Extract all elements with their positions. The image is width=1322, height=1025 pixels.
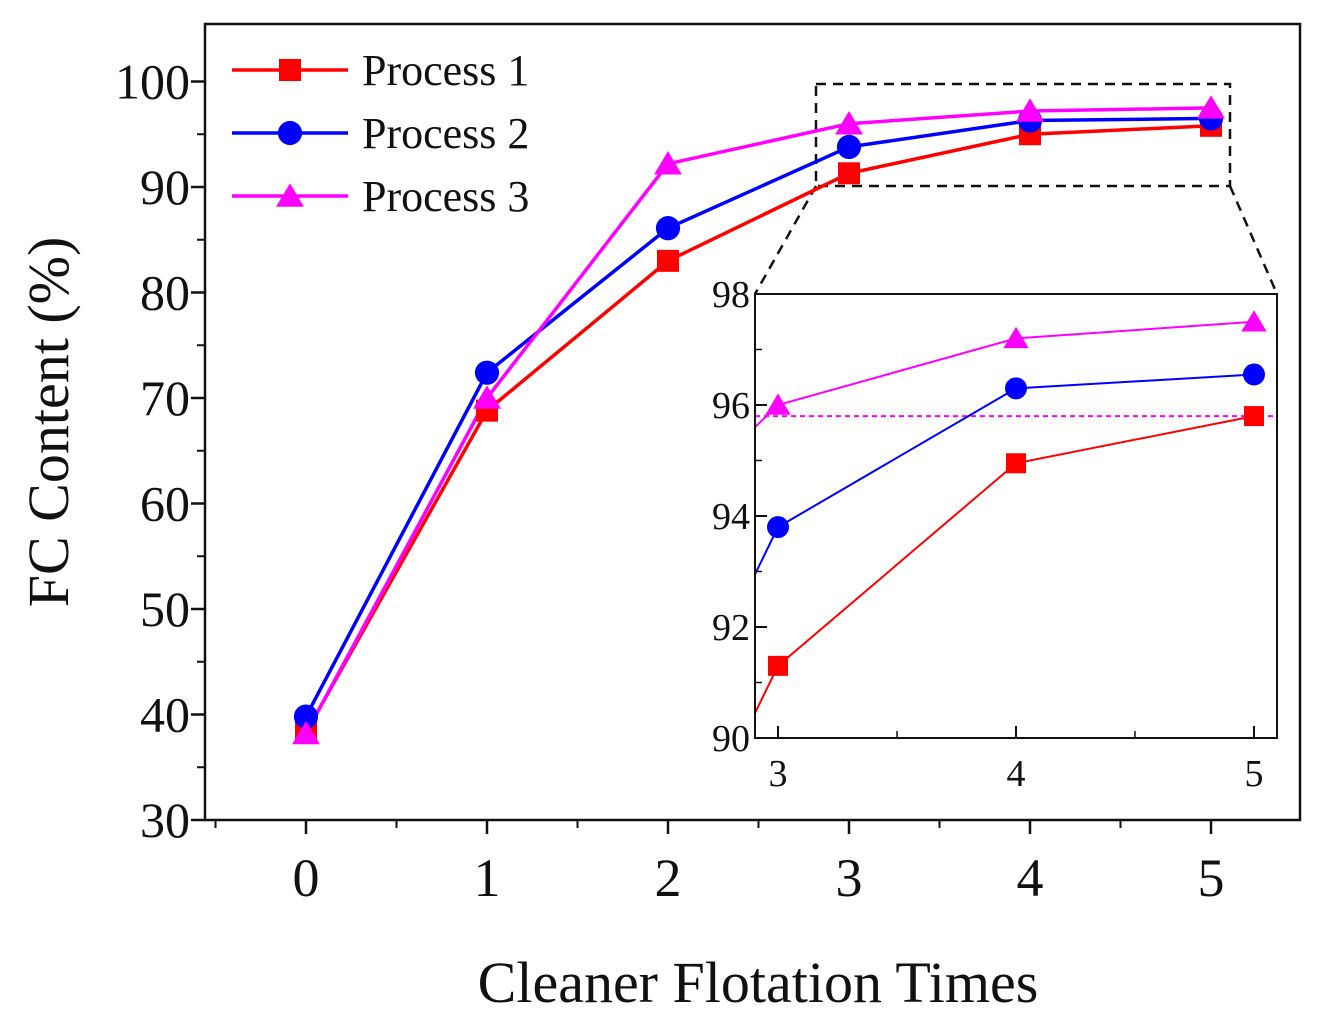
legend: Process 1 Process 2 Process 3 bbox=[232, 46, 529, 221]
inset-series-3-point bbox=[1003, 326, 1029, 349]
series-2-point bbox=[655, 216, 681, 241]
legend-label-2: Process 2 bbox=[362, 109, 529, 158]
series-3-point bbox=[835, 111, 863, 135]
inset-series-1-point bbox=[768, 655, 788, 676]
series-2-point bbox=[293, 704, 319, 729]
zoom-connector-right bbox=[1228, 185, 1279, 295]
main-y-tick-label: 70 bbox=[140, 370, 190, 426]
y-axis-label: FC Content (%) bbox=[16, 237, 81, 608]
zoom-connector-left bbox=[753, 185, 818, 295]
series-3-point bbox=[1016, 98, 1044, 122]
inset-series-line-1 bbox=[754, 415, 1255, 714]
main-x-tick-label: 5 bbox=[1198, 848, 1225, 908]
inset-y-tick-label: 96 bbox=[712, 385, 750, 427]
legend-label-1: Process 1 bbox=[362, 46, 529, 95]
inset-y-tick-label: 90 bbox=[712, 718, 750, 760]
series-1-point bbox=[657, 249, 679, 272]
series-line-2 bbox=[304, 116, 1212, 718]
x-axis-label: Cleaner Flotation Times bbox=[478, 950, 1039, 1015]
series-3-point bbox=[292, 720, 320, 745]
inset-series-1-point bbox=[1006, 453, 1026, 474]
zoom-region-box bbox=[814, 82, 1232, 188]
main-x-tick-label: 4 bbox=[1017, 848, 1044, 908]
inset-series-3-point bbox=[765, 393, 791, 415]
inset-series-line-2 bbox=[754, 373, 1255, 575]
inset-y-axis: 90 92 94 96 98 bbox=[712, 274, 767, 760]
main-y-tick-label: 90 bbox=[140, 159, 190, 215]
main-x-tick-label: 1 bbox=[474, 848, 501, 908]
main-y-tick-label: 80 bbox=[140, 265, 190, 321]
legend-marker-1 bbox=[279, 59, 301, 81]
series-3-point bbox=[654, 151, 682, 175]
series-3-point bbox=[1197, 95, 1225, 119]
inset-series-3-point bbox=[1241, 310, 1267, 332]
inset-y-tick-label: 92 bbox=[712, 607, 750, 649]
inset-series-2-point bbox=[1243, 363, 1265, 386]
main-plot-frame bbox=[203, 22, 1302, 822]
inset-y-tick-label: 94 bbox=[712, 496, 750, 538]
series-2-point bbox=[836, 134, 862, 160]
inset-x-axis: 3 4 5 bbox=[769, 726, 1264, 795]
inset-background bbox=[755, 294, 1277, 738]
main-x-tick-label: 0 bbox=[293, 848, 320, 908]
inset-x-tick-label: 4 bbox=[1007, 753, 1026, 795]
main-y-tick-label: 100 bbox=[115, 54, 190, 110]
legend-marker-3 bbox=[276, 183, 304, 207]
inset-y-tick-label: 98 bbox=[712, 274, 750, 316]
inset-series-line-3 bbox=[754, 320, 1255, 428]
legend-marker-2 bbox=[277, 120, 303, 146]
inset-series-group bbox=[754, 310, 1277, 714]
series-3-point bbox=[473, 385, 501, 409]
inset-x-tick-label: 3 bbox=[769, 753, 788, 795]
inset-series-2-point bbox=[767, 516, 789, 539]
main-y-tick-label: 30 bbox=[140, 792, 190, 848]
main-x-tick-label: 3 bbox=[836, 848, 863, 908]
legend-label-3: Process 3 bbox=[362, 172, 529, 221]
main-y-tick-label: 60 bbox=[140, 476, 190, 532]
series-line-1 bbox=[304, 124, 1212, 734]
inset-series-1-point bbox=[1244, 406, 1264, 427]
series-2-point bbox=[474, 360, 500, 385]
main-series-group bbox=[292, 95, 1225, 745]
main-x-axis: 0 1 2 3 4 5 bbox=[214, 820, 1225, 908]
inset-x-tick-label: 5 bbox=[1245, 753, 1264, 795]
main-y-tick-label: 40 bbox=[140, 687, 190, 743]
series-1-point bbox=[838, 162, 860, 185]
main-y-tick-label: 50 bbox=[140, 581, 190, 637]
series-line-3 bbox=[304, 106, 1212, 735]
inset-chart: 90 92 94 96 98 3 4 5 bbox=[712, 274, 1278, 795]
main-x-tick-label: 2 bbox=[655, 848, 682, 908]
main-y-axis: 30 40 50 60 70 80 90 100 bbox=[115, 54, 205, 848]
inset-series-2-point bbox=[1005, 377, 1027, 400]
